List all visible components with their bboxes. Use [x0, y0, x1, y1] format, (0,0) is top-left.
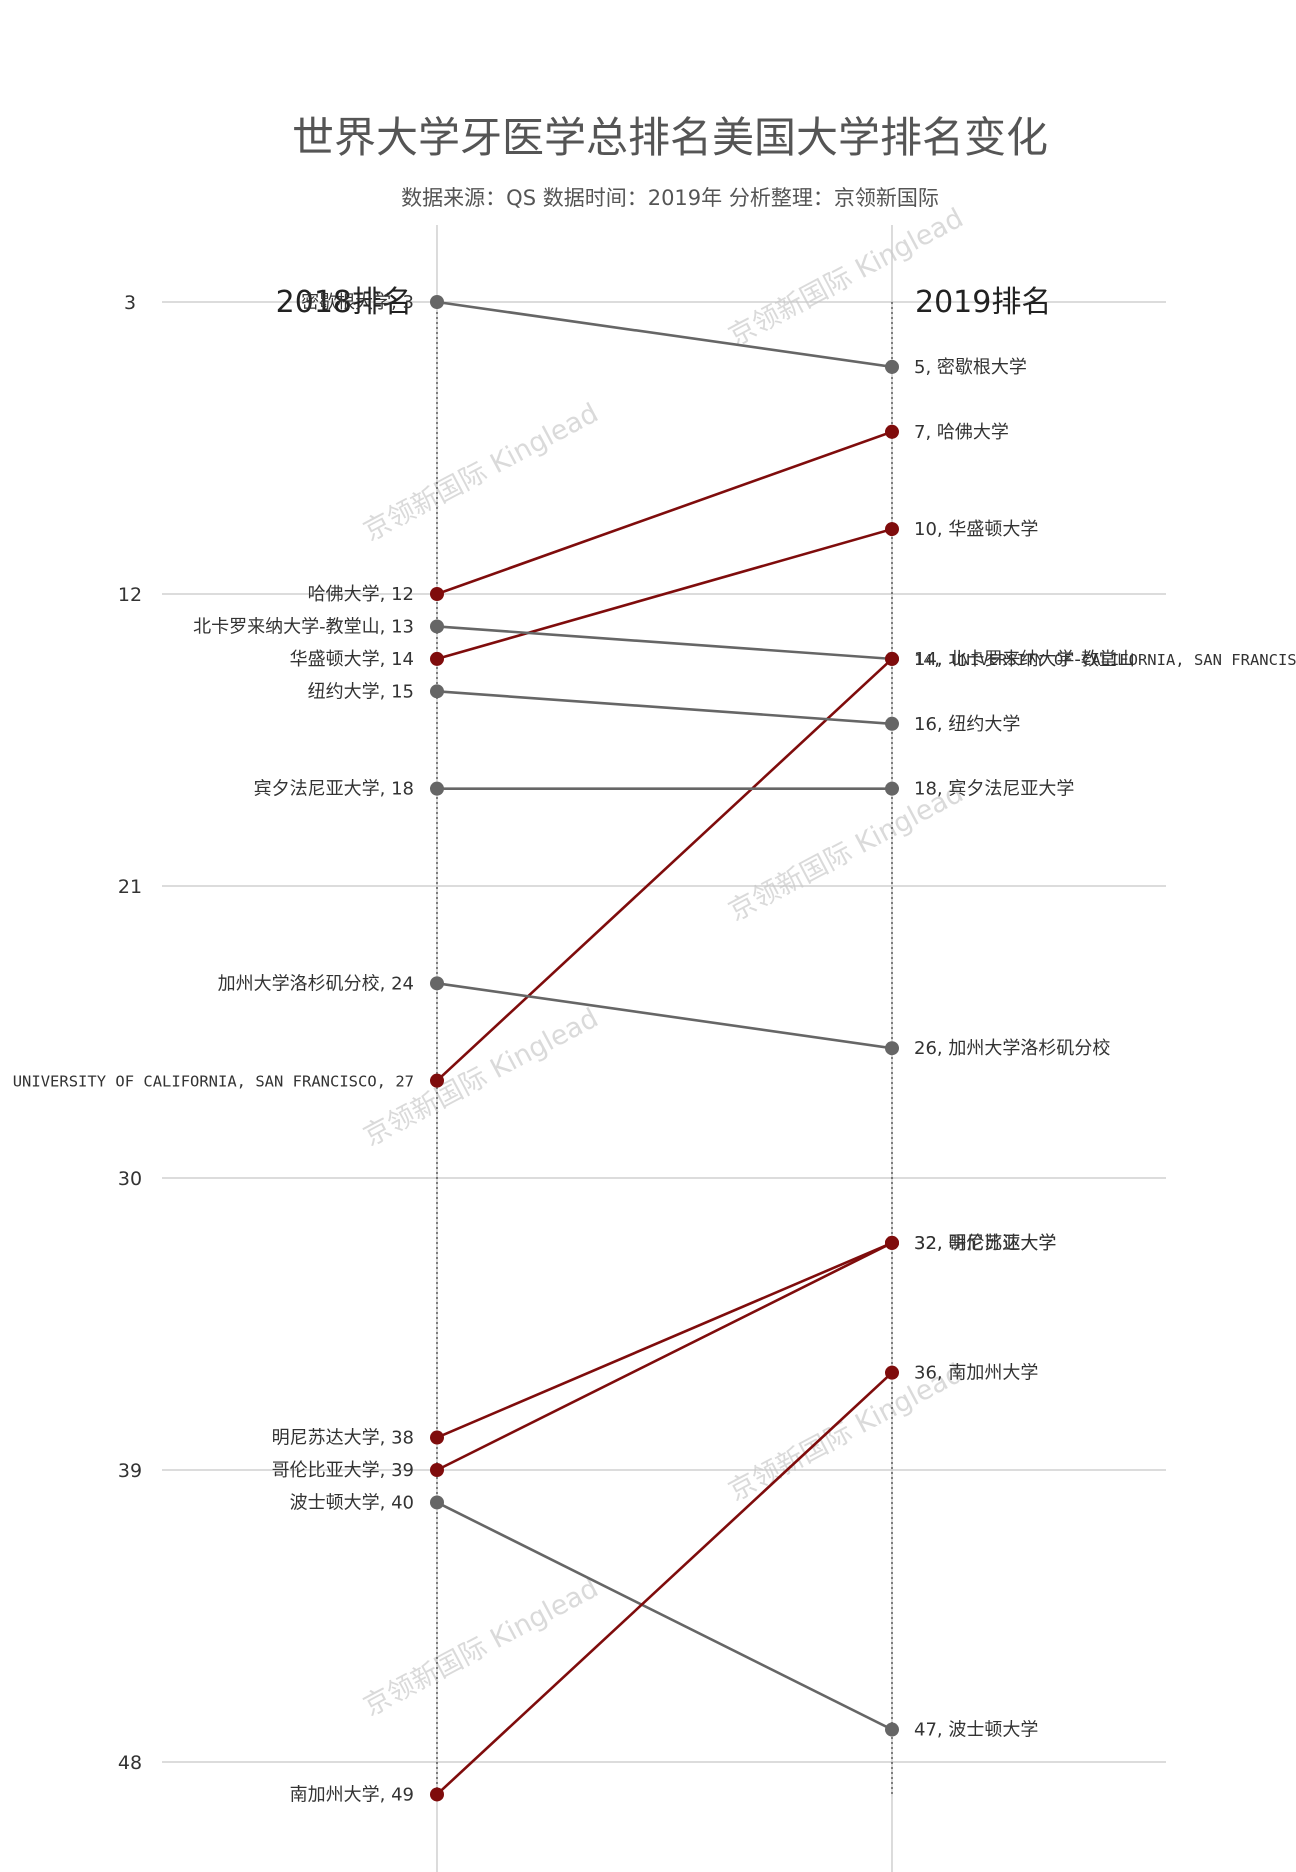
label-2019: 10, 华盛顿大学 [914, 519, 1038, 540]
marker-2019 [885, 1722, 899, 1737]
watermark-text: 京领新国际 Kinglead [359, 1573, 604, 1723]
series-line [436, 690, 893, 726]
marker-2018 [430, 1073, 444, 1088]
series-line [436, 300, 893, 369]
series-line [436, 1241, 893, 1439]
label-2018: 明尼苏达大学, 38 [272, 1428, 414, 1449]
label-2019: 5, 密歇根大学 [914, 357, 1027, 378]
label-2018: 华盛顿大学, 14 [290, 649, 414, 670]
marker-2018 [430, 619, 444, 634]
slope-lines [430, 295, 899, 1802]
marker-2019 [885, 1041, 899, 1056]
header-2018: 2018排名 [276, 285, 412, 320]
series-line [436, 527, 893, 661]
watermark-layer: 京领新国际 Kinglead 京领新国际 Kinglead 京领新国际 Kingle… [359, 203, 969, 1723]
header-2019: 2019排名 [915, 285, 1051, 320]
label-2019: 16, 纽约大学 [914, 714, 1020, 735]
label-2019: 7, 哈佛大学 [914, 422, 1009, 443]
marker-2019 [885, 359, 899, 374]
y-tick-label: 12 [118, 584, 142, 606]
label-2018: 波士顿大学, 40 [290, 1492, 414, 1513]
series-line [436, 982, 893, 1050]
marker-2018 [430, 976, 444, 991]
series-line [436, 625, 893, 661]
marker-2019 [885, 1365, 899, 1380]
marker-2018 [430, 1787, 444, 1802]
label-2018: 密歇根大学, 3 [301, 292, 414, 313]
watermark-text: 京领新国际 Kinglead [724, 778, 969, 928]
y-tick-label: 39 [118, 1460, 142, 1482]
label-2019: 32, 哥伦比亚大学 [914, 1233, 1056, 1254]
marker-2018 [430, 1463, 444, 1477]
series-line [436, 1501, 893, 1731]
marker-2019 [885, 716, 899, 731]
label-2019: 14, 北卡罗来纳大学-教堂山 [914, 649, 1135, 670]
label-2019: 47, 波士顿大学 [914, 1720, 1038, 1741]
label-2018: 纽约大学, 15 [308, 681, 414, 702]
marker-2018 [430, 295, 444, 309]
label-2018: 哥伦比亚大学, 39 [272, 1460, 414, 1481]
marker-2018 [430, 684, 444, 699]
y-tick-label: 21 [118, 876, 142, 898]
label-2018: UNIVERSITY OF CALIFORNIA, SAN FRANCISCO,… [13, 1073, 414, 1091]
label-2019: 26, 加州大学洛杉矶分校 [914, 1038, 1110, 1059]
marker-2019 [885, 522, 899, 537]
y-tick-label: 30 [118, 1168, 142, 1190]
label-2018: 加州大学洛杉矶分校, 24 [218, 973, 414, 994]
marker-2018 [430, 651, 444, 666]
label-2019: 14, UNIVERSITY OF CALIFORNIA, SAN FRANCI… [914, 651, 1296, 669]
series-line [436, 1371, 893, 1796]
chart-title: 世界大学牙医学总排名美国大学排名变化 [292, 113, 1048, 162]
series-line [436, 430, 893, 596]
watermark-text: 京领新国际 Kinglead [359, 398, 604, 548]
series-line [436, 657, 893, 1082]
label-2018: 宾夕法尼亚大学, 18 [254, 779, 414, 800]
y-tick-label: 3 [124, 292, 136, 314]
marker-2018 [430, 1430, 444, 1445]
label-2018: 哈佛大学, 12 [308, 584, 414, 605]
marker-2019 [885, 424, 899, 439]
marker-2019 [885, 1235, 899, 1250]
watermark-text: 京领新国际 Kinglead [724, 203, 969, 353]
marker-2018 [430, 781, 444, 796]
marker-2019 [885, 781, 899, 796]
marker-2019 [885, 651, 899, 666]
marker-2018 [430, 587, 444, 601]
y-tick-label: 48 [118, 1752, 142, 1774]
label-2018: 南加州大学, 49 [290, 1784, 414, 1805]
chart-subtitle: 数据来源：QS 数据时间：2019年 分析整理：京领新国际 [401, 186, 939, 210]
gridlines: 3 12 21 30 39 48 [118, 292, 1166, 1774]
label-2019: 36, 南加州大学 [914, 1363, 1038, 1384]
label-2018: 北卡罗来纳大学-教堂山, 13 [193, 616, 414, 637]
label-2019: 18, 宾夕法尼亚大学 [914, 779, 1074, 800]
label-2019: 32, 明尼苏达大学 [914, 1233, 1056, 1254]
marker-2018 [430, 1495, 444, 1510]
series-line [436, 1241, 893, 1472]
